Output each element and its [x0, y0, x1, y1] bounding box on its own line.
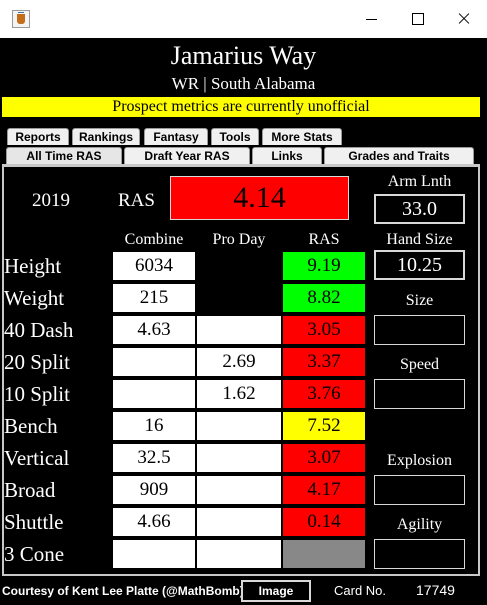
combine-value: [112, 379, 196, 409]
arm-length-value: 33.0: [374, 194, 465, 224]
explosion-grade-box: [374, 475, 465, 505]
speed-grade-box-upper: [374, 315, 465, 345]
speed-grade-box: [374, 379, 465, 409]
overall-ras-score: 4.14: [170, 176, 349, 220]
pro-day-value: 2.69: [196, 347, 282, 377]
combine-value: 215: [112, 283, 196, 313]
ras-metric-score: [282, 539, 366, 569]
tab-draft-year-ras[interactable]: Draft Year RAS: [124, 147, 250, 164]
metric-label: Height: [4, 254, 62, 278]
ras-metric-score: 7.52: [282, 411, 366, 441]
column-header-ras: RAS: [308, 231, 340, 248]
pro-day-value: [196, 443, 282, 473]
card-number-label: Card No.: [334, 583, 387, 598]
ras-metric-score: 4.17: [282, 475, 366, 505]
ras-metric-score: 3.76: [282, 379, 366, 409]
metric-label: 10 Split: [4, 382, 70, 406]
column-header-combine: Combine: [124, 231, 184, 248]
minimize-icon[interactable]: [349, 0, 395, 38]
combine-value: 16: [112, 411, 196, 441]
metric-label: Vertical: [4, 446, 70, 470]
card-number: 17749: [416, 582, 455, 598]
player-position-school: WR | South Alabama: [171, 74, 316, 93]
pro-day-value: [196, 251, 282, 281]
image-button[interactable]: Image: [241, 580, 311, 602]
ras-metric-score: 9.19: [282, 251, 366, 281]
speed-grade-label: Speed: [399, 356, 440, 373]
hand-size-value: 10.25: [374, 250, 465, 280]
credit-text: Courtesy of Kent Lee Platte (@MathBomb): [2, 584, 244, 598]
metric-label: Broad: [4, 478, 56, 502]
ras-metric-score: 3.37: [282, 347, 366, 377]
metric-label: 40 Dash: [4, 318, 74, 342]
pro-day-value: [196, 283, 282, 313]
agility-grade-label: Agility: [396, 516, 443, 533]
maximize-icon[interactable]: [395, 0, 441, 38]
tab-more-stats[interactable]: More Stats: [262, 128, 342, 145]
metric-label: 20 Split: [4, 350, 70, 374]
hand-size-label: Hand Size: [386, 231, 453, 248]
java-app-icon: [12, 10, 30, 28]
ras-metric-score: 3.05: [282, 315, 366, 345]
draft-year: 2019: [32, 190, 70, 211]
pro-day-value: [196, 539, 282, 569]
tab-links[interactable]: Links: [252, 147, 322, 164]
combine-value: 4.66: [112, 507, 196, 537]
combine-value: [112, 347, 196, 377]
unofficial-notice: Prospect metrics are currently unofficia…: [2, 97, 480, 117]
tab-rankings[interactable]: Rankings: [72, 128, 140, 145]
combine-value: [112, 539, 196, 569]
agility-grade-box: [374, 539, 465, 569]
tab-all-time-ras[interactable]: All Time RAS: [6, 147, 122, 164]
size-grade-label: Size: [405, 292, 434, 309]
explosion-grade-label: Explosion: [387, 452, 452, 469]
combine-value: 6034: [112, 251, 196, 281]
ras-metric-score: 0.14: [282, 507, 366, 537]
metric-label: Shuttle: [4, 510, 64, 534]
combine-value: 32.5: [112, 443, 196, 473]
window-titlebar: [0, 0, 487, 38]
ras-panel: [2, 164, 480, 576]
pro-day-value: [196, 411, 282, 441]
pro-day-value: [196, 315, 282, 345]
metric-label: 3 Cone: [4, 542, 65, 566]
combine-value: 909: [112, 475, 196, 505]
tab-reports[interactable]: Reports: [7, 128, 69, 145]
pro-day-value: [196, 475, 282, 505]
pro-day-value: [196, 507, 282, 537]
tab-grades-and-traits[interactable]: Grades and Traits: [324, 147, 474, 164]
metric-label: Weight: [4, 286, 65, 310]
pro-day-value: 1.62: [196, 379, 282, 409]
combine-value: 4.63: [112, 315, 196, 345]
ras-metric-score: 8.82: [282, 283, 366, 313]
ras-label: RAS: [118, 190, 155, 211]
tab-tools[interactable]: Tools: [211, 128, 259, 145]
column-header-pro-day: Pro Day: [212, 231, 266, 248]
close-icon[interactable]: [441, 0, 487, 38]
player-name: Jamarius Way: [170, 41, 317, 70]
arm-length-label: Arm Lnth: [387, 173, 452, 190]
tab-fantasy[interactable]: Fantasy: [144, 128, 208, 145]
metric-label: Bench: [4, 414, 58, 438]
ras-metric-score: 3.07: [282, 443, 366, 473]
